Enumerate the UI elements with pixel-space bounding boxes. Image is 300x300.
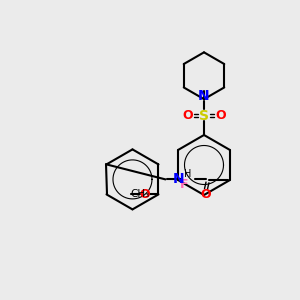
Text: N: N [173, 172, 184, 186]
Text: O: O [201, 188, 211, 202]
Text: N: N [198, 89, 210, 103]
Text: CH₃: CH₃ [130, 189, 149, 200]
Text: O: O [215, 109, 226, 122]
Text: F: F [180, 178, 189, 191]
Text: H: H [184, 169, 192, 179]
Text: O: O [182, 109, 193, 122]
Text: S: S [199, 109, 209, 122]
Text: O: O [140, 188, 150, 201]
